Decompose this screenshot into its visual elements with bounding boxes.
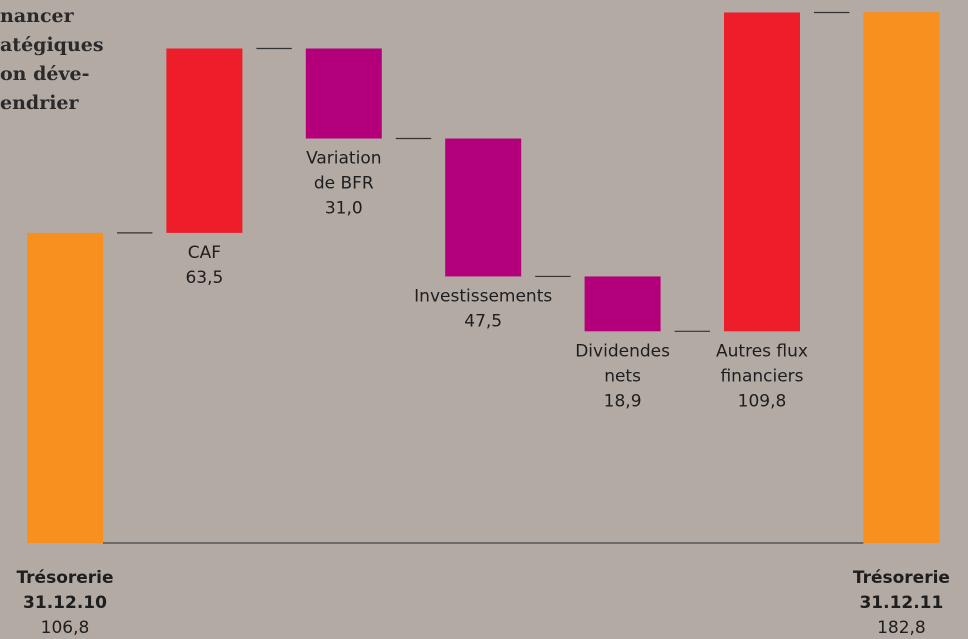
bar [863, 12, 940, 543]
annotation: nancer [0, 5, 75, 27]
bar [166, 48, 243, 233]
annotation: atégiques [0, 34, 104, 56]
value-label: 47,5 [464, 311, 502, 331]
annotation: on déve- [0, 63, 90, 85]
annotation: endrier [0, 92, 80, 114]
category-label: de BFR [314, 174, 374, 194]
category-label: Trésorerie [16, 568, 113, 588]
category-label: Autres flux [716, 341, 808, 361]
bar [305, 48, 382, 139]
value-label: 63,5 [185, 268, 223, 288]
category-label: Investissements [414, 286, 552, 306]
value-label: 182,8 [877, 618, 926, 638]
category-label: Trésorerie [853, 568, 950, 588]
bar [724, 12, 800, 332]
bar [27, 232, 103, 543]
category-label: nets [604, 366, 641, 386]
category-label: Dividendes [575, 341, 670, 361]
value-label: 109,8 [738, 391, 787, 411]
bar [584, 276, 661, 332]
value-label: 106,8 [41, 618, 90, 638]
bar [445, 138, 522, 277]
category-label: 31.12.11 [859, 593, 943, 613]
category-label: 31.12.10 [23, 593, 107, 613]
category-label: financiers [720, 366, 803, 386]
category-label: Variation [306, 149, 381, 169]
category-label: CAF [188, 243, 221, 263]
value-label: 31,0 [325, 199, 363, 219]
value-label: 18,9 [604, 391, 642, 411]
